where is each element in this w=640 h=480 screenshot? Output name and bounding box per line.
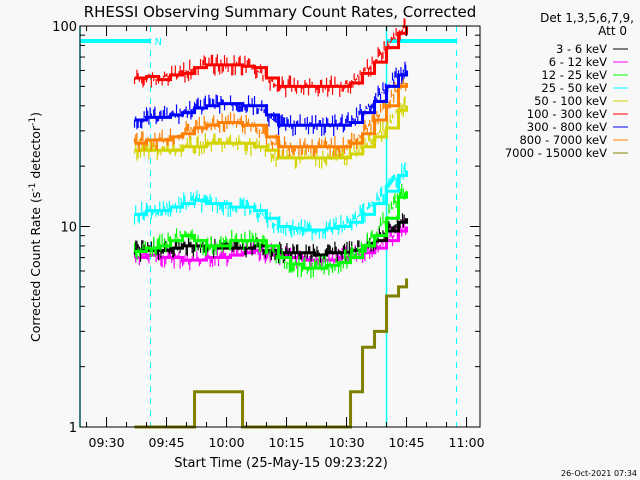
legend-label: 100 - 300 keV <box>527 107 607 121</box>
x-axis-label: Start Time (25-May-15 09:23:22) <box>174 456 388 471</box>
x-tick-label: 10:15 <box>269 435 305 450</box>
x-tick-label: 10:30 <box>329 435 365 450</box>
y-tick-label: 10 <box>60 221 77 236</box>
legend-header-detectors: Det 1,3,5,6,7,9, <box>540 11 634 25</box>
legend-header-attenuator: Att 0 <box>598 24 627 38</box>
series-line <box>134 278 409 429</box>
legend-label: 6 - 12 keV <box>549 55 607 69</box>
series-12-25keV <box>133 183 409 279</box>
chart-title: RHESSI Observing Summary Count Rates, Co… <box>84 3 477 21</box>
series-25-50keV <box>133 162 409 241</box>
x-tick-label: 11:00 <box>449 435 485 450</box>
x-tick-label: 09:30 <box>89 435 125 450</box>
legend-label: 800 - 7000 keV <box>519 133 607 147</box>
axes: 09:30 09:45 10:00 10:15 10:30 10:45 11:00 1 10 10… <box>52 20 484 450</box>
y-axis-label: Corrected Count Rate (s-1 detector-1) <box>28 112 43 342</box>
footer-timestamp: 26-Oct-2021 07:34 <box>561 469 637 478</box>
legend-label: 300 - 800 keV <box>527 120 607 134</box>
x-tick-label: 10:00 <box>209 435 245 450</box>
y-tick-label: 100 <box>52 20 77 35</box>
legend-label: 25 - 50 keV <box>541 81 607 95</box>
legend-label: 50 - 100 keV <box>534 94 607 108</box>
series-7000-15000keV <box>134 278 409 429</box>
series-800-7000keV <box>133 78 409 158</box>
series-100-300keV <box>133 18 409 98</box>
legend-label: 7000 - 15000 keV <box>505 146 607 160</box>
night-flag-label: N <box>155 37 162 48</box>
y-tick-label: 1 <box>69 421 77 436</box>
legend-label: 3 - 6 keV <box>556 42 607 56</box>
series-300-800keV <box>133 61 409 137</box>
x-tick-label: 10:45 <box>389 435 425 450</box>
x-tick-label: 09:45 <box>149 435 185 450</box>
series-layer <box>133 18 409 429</box>
series-line <box>134 191 409 270</box>
legend-label: 12 - 25 keV <box>541 68 607 82</box>
series-line <box>134 170 409 232</box>
series-line <box>134 26 409 88</box>
